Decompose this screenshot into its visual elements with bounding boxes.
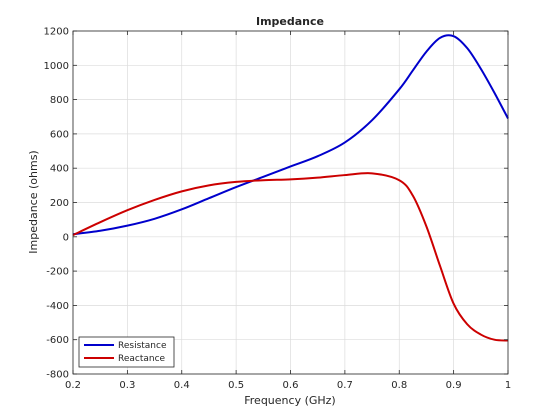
y-tick-label: -600 xyxy=(46,335,69,346)
legend: Resistance Reactance xyxy=(78,336,175,368)
x-axis-label: Frequency (GHz) xyxy=(244,394,335,407)
x-tick-label: 0.5 xyxy=(228,380,244,391)
y-tick-label: 200 xyxy=(50,198,69,209)
legend-label-reactance: Reactance xyxy=(118,354,166,364)
x-tick-label: 0.4 xyxy=(174,380,190,391)
y-tick-label: -800 xyxy=(46,370,69,381)
x-tick-label: 0.6 xyxy=(283,380,299,391)
y-tick-label: 0 xyxy=(63,232,69,243)
series-line-reactance xyxy=(72,172,509,342)
x-tick-label: 0.2 xyxy=(65,380,81,391)
axis-ticks: 0.2 0.3 0.4 0.5 0.6 0.7 0.8 0.9 1 -800 -600 -400 -20… xyxy=(44,27,512,392)
x-tick-label: 0.7 xyxy=(337,380,353,391)
y-axis-label: Impedance (ohms) xyxy=(27,150,40,253)
x-tick-label: 0.9 xyxy=(446,380,462,391)
x-tick-label: 0.3 xyxy=(119,380,135,391)
y-tick-label: -400 xyxy=(46,301,69,312)
data-lines xyxy=(72,34,509,342)
x-tick-label: 0.8 xyxy=(391,380,407,391)
series-line-resistance xyxy=(72,34,509,236)
y-tick-label: 400 xyxy=(50,164,69,175)
y-tick-label: -200 xyxy=(46,267,69,278)
legend-label-resistance: Resistance xyxy=(118,341,167,351)
legend-box xyxy=(78,336,175,368)
y-tick-label: 800 xyxy=(50,95,69,106)
y-tick-label: 1200 xyxy=(44,27,69,38)
chart-title: Impedance xyxy=(256,15,324,28)
y-tick-label: 1000 xyxy=(44,61,69,72)
y-tick-label: 600 xyxy=(50,129,69,140)
x-tick-label: 1 xyxy=(505,380,511,391)
